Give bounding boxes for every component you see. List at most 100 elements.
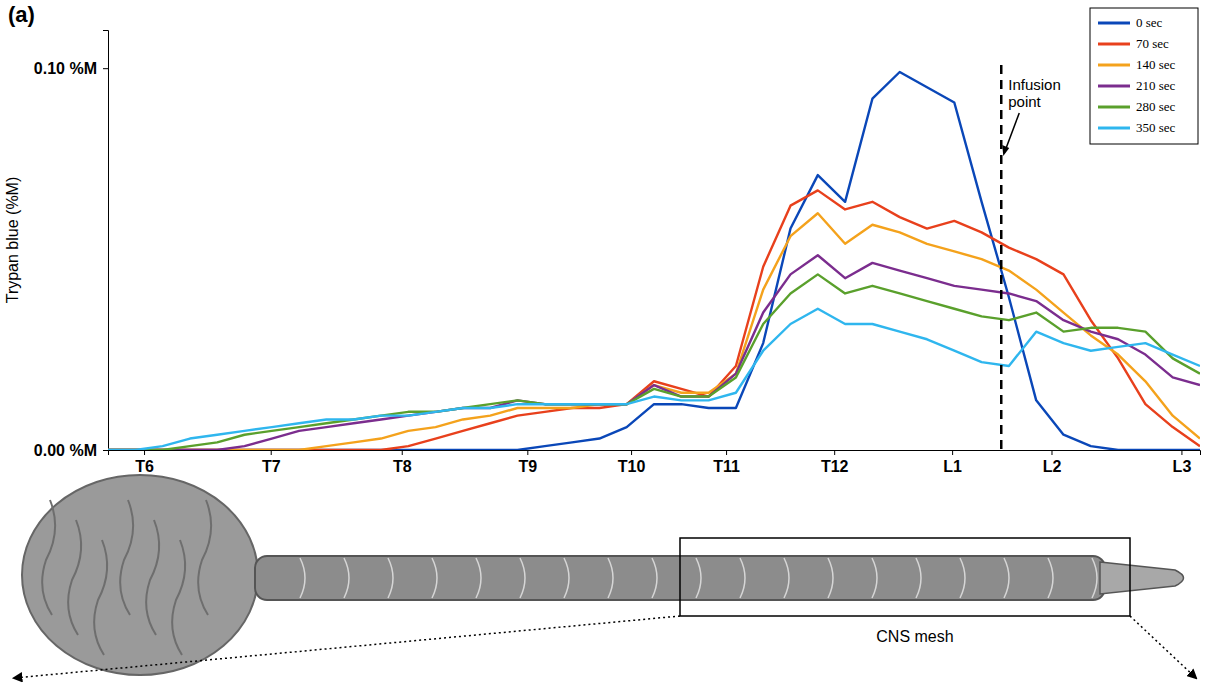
brain: [22, 475, 258, 675]
brain-fold: [68, 520, 81, 635]
legend-label: 210 sec: [1136, 78, 1176, 93]
annotation-arrowhead: [1002, 145, 1009, 156]
brain-fold: [42, 500, 55, 615]
x-tick-mark: [1051, 450, 1052, 455]
annotation-line: [1000, 65, 1003, 450]
cns-mesh-illustration: CNS mesh: [14, 475, 1196, 678]
vertebra: [828, 558, 833, 598]
legend-swatch: [1098, 64, 1130, 67]
spinal-tail: [1100, 562, 1184, 594]
x-tick-mark: [144, 450, 145, 455]
legend-label: 140 sec: [1136, 57, 1176, 72]
plot-area: [108, 72, 1200, 450]
vertebra: [960, 558, 965, 598]
legend-swatch: [1098, 106, 1130, 109]
series-line: [108, 309, 1200, 450]
x-tick-label: T7: [262, 458, 281, 475]
vertebra: [388, 558, 393, 598]
legend-label: 70 sec: [1136, 36, 1169, 51]
vertebra: [1092, 558, 1097, 598]
x-tick: L1: [943, 450, 962, 475]
series-line: [108, 72, 1200, 450]
x-tick-mark: [631, 450, 632, 455]
vertebra: [872, 558, 877, 598]
vertebra: [652, 558, 657, 598]
y-axis: 0.00 %M 0.10 %M: [34, 31, 109, 459]
vertebra: [344, 558, 349, 598]
x-tick: T12: [821, 450, 849, 475]
y-tick-label: 0.10 %M: [34, 60, 97, 77]
y-tick: 0.00 %M: [34, 442, 108, 459]
vertebra: [740, 558, 745, 598]
x-tick-mark: [271, 450, 272, 455]
series-line: [108, 274, 1200, 450]
x-tick: T9: [518, 450, 537, 475]
x-tick-mark: [527, 450, 528, 455]
vertebra: [564, 558, 569, 598]
brain-fold: [198, 500, 211, 615]
x-tick-label: L2: [1043, 458, 1062, 475]
series-line: [108, 255, 1200, 450]
x-axis-line: [109, 451, 1201, 456]
annotation-text: Infusionpoint: [1008, 76, 1061, 110]
legend-label: 280 sec: [1136, 99, 1176, 114]
legend-label: 350 sec: [1136, 120, 1176, 135]
legend-swatch: [1098, 22, 1130, 25]
legend: 0 sec 70 sec 140 sec 210 sec 280 sec 350 sec: [1090, 8, 1198, 144]
x-tick-label: T8: [393, 458, 412, 475]
brain-fold: [120, 500, 133, 615]
vertebra: [476, 558, 481, 598]
y-tick: 0.10 %M: [34, 60, 108, 77]
legend-swatch: [1098, 85, 1130, 88]
zoom-arrow: [1130, 616, 1196, 678]
brain-fold: [172, 540, 185, 655]
y-axis-line: [103, 31, 109, 451]
x-tick-mark: [834, 450, 835, 455]
legend-box: [1090, 8, 1198, 144]
x-tick-mark: [1181, 450, 1182, 455]
x-tick-label: T11: [713, 458, 740, 475]
x-tick-mark: [952, 450, 953, 455]
series-line: [108, 213, 1200, 450]
legend-swatch: [1098, 43, 1130, 46]
annotations: Infusionpoint: [1001, 65, 1061, 450]
x-tick: L2: [1043, 450, 1062, 475]
x-tick-mark: [726, 450, 727, 455]
y-tick-mark: [103, 450, 108, 451]
vertebra: [916, 558, 921, 598]
vertebra: [300, 558, 305, 598]
y-tick-label: 0.00 %M: [34, 442, 97, 459]
brain-fold: [94, 540, 107, 655]
x-tick-mark: [402, 450, 403, 455]
x-tick: T10: [618, 450, 646, 475]
x-tick: T11: [713, 450, 740, 475]
vertebra: [432, 558, 437, 598]
x-tick-label: T9: [518, 458, 537, 475]
x-axis: T6 T7 T8 T9 T10 T11 T12 L1 L2 L3: [109, 450, 1201, 475]
zoom-arrow: [14, 616, 680, 678]
x-tick-label: L3: [1173, 458, 1192, 475]
x-tick-label: L1: [943, 458, 962, 475]
series-line: [108, 190, 1200, 450]
x-tick-label: T10: [618, 458, 646, 475]
vertebra: [1048, 558, 1053, 598]
legend-swatch: [1098, 127, 1130, 130]
background: [0, 0, 1210, 686]
vertebra: [696, 558, 701, 598]
x-tick: T6: [135, 450, 154, 475]
brain-fold: [146, 520, 159, 635]
x-tick: T8: [393, 450, 412, 475]
panel-label: (a): [8, 2, 35, 27]
y-axis-title: Trypan blue (%M): [4, 177, 21, 304]
x-tick: T7: [262, 450, 281, 475]
x-tick-label: T6: [135, 458, 154, 475]
figure: (a) T6 T7 T8 T9 T10 T11 T12 L1 L2 L3 0.00 %M 0.10 %M…: [0, 0, 1210, 686]
legend-label: 0 sec: [1136, 15, 1163, 30]
mesh-label: CNS mesh: [876, 628, 953, 645]
x-tick-label: T12: [821, 458, 849, 475]
zoom-box: [680, 538, 1130, 616]
vertebra: [1004, 558, 1009, 598]
vertebra: [608, 558, 613, 598]
vertebra: [520, 558, 525, 598]
y-tick-mark: [103, 68, 108, 69]
